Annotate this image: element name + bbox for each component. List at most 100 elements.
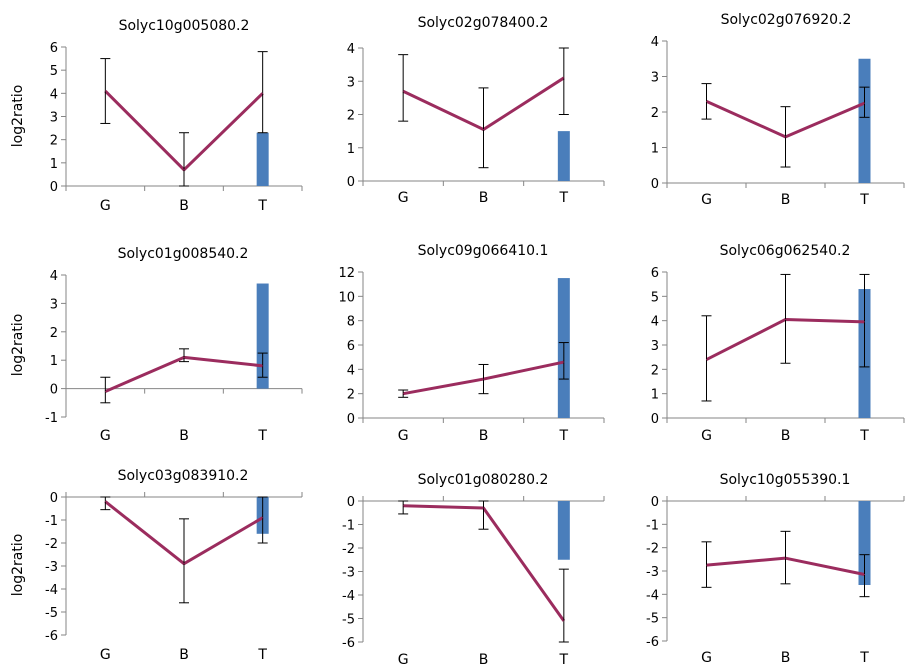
chart-panel-8: Solyc01g080280.2 0 -1 -2 -3 -4 -5 -6 G B T [342, 472, 605, 668]
error-bar [780, 273, 791, 364]
error-bar [558, 342, 569, 380]
y-tick-label: -2 [646, 542, 659, 557]
x-tick-label: G [398, 190, 409, 206]
x-tick-label: B [479, 428, 489, 444]
y-tick-label: 6 [50, 41, 58, 56]
chart-panel-1: Solyc10g005080.2 log2ratio 0 1 2 3 4 5 6 G B T [10, 18, 303, 214]
y-tick-label: -5 [342, 613, 355, 628]
y-tick-label: 0 [347, 495, 355, 510]
y-tick-label: -4 [646, 588, 659, 603]
x-tick-label: T [559, 428, 569, 444]
x-tick-label: T [559, 190, 569, 206]
data-point [183, 356, 185, 358]
y-tick-label: 1 [651, 388, 659, 403]
y-tick-label: 5 [651, 290, 659, 305]
y-tick-label: 2 [50, 326, 58, 341]
error-bar [398, 500, 409, 515]
x-tick-label: B [179, 198, 189, 214]
data-point [402, 505, 404, 507]
y-tick-label: 2 [50, 134, 58, 149]
y-tick-label: 0 [651, 495, 659, 510]
error-bar [257, 51, 268, 134]
y-tick-label: -5 [45, 606, 58, 621]
x-tick-label: T [257, 428, 267, 444]
data-point [483, 378, 484, 380]
x-tick-label: T [257, 198, 267, 214]
x-tick-label: B [781, 192, 791, 208]
chart-panel-2: Solyc02g078400.2 0 1 2 3 4 G B T [347, 15, 605, 206]
error-bar [558, 568, 569, 643]
data-point [104, 501, 106, 503]
data-point [183, 169, 185, 171]
data-point [864, 321, 865, 323]
y-tick-label: 3 [651, 339, 659, 354]
y-tick-label: 4 [50, 269, 58, 284]
data-point [104, 390, 106, 392]
y-tick-label: -1 [646, 518, 659, 533]
y-tick-label: -1 [342, 519, 355, 534]
data-point [706, 100, 707, 102]
chart-title: Solyc09g066410.1 [418, 243, 549, 259]
y-tick-label: 4 [50, 87, 58, 102]
chart-panel-7: Solyc03g083910.2 log2ratio 0 -1 -2 -3 -4 -5 -6 G B… [10, 468, 303, 663]
y-tick-label: -3 [342, 566, 355, 581]
chart-title: Solyc10g005080.2 [119, 18, 250, 34]
y-tick-label: 0 [347, 412, 355, 427]
y-tick-label: -5 [646, 612, 659, 627]
y-tick-label: -6 [646, 635, 659, 650]
y-tick-label: 0 [50, 491, 58, 506]
y-tick-label: 0 [50, 180, 58, 195]
y-tick-label: 1 [50, 157, 58, 172]
chart-title: Solyc10g055390.1 [720, 472, 851, 488]
x-tick-label: T [559, 652, 569, 668]
y-tick-label: 3 [651, 71, 659, 86]
chart-panel-4: Solyc01g008540.2 log2ratio -1 0 1 2 3 4 G B T [10, 246, 303, 444]
y-tick-label: 2 [651, 106, 659, 121]
error-bar [478, 87, 489, 169]
y-tick-label: 6 [347, 339, 355, 354]
error-bar [558, 47, 569, 115]
data-point [183, 563, 185, 565]
data-point [785, 136, 786, 138]
x-tick-label: G [100, 647, 111, 663]
x-tick-label: T [859, 650, 869, 666]
x-tick-label: G [701, 192, 712, 208]
y-tick-label: 1 [651, 142, 659, 157]
data-bar [858, 501, 871, 585]
y-tick-label: -6 [45, 629, 58, 644]
x-tick-label: B [781, 428, 791, 444]
error-bar [179, 348, 189, 363]
y-tick-label: -4 [45, 583, 58, 598]
y-tick-label: 2 [651, 363, 659, 378]
data-point [706, 564, 707, 566]
y-tick-label: 0 [651, 177, 659, 192]
y-tick-label: 0 [50, 383, 58, 398]
data-point [104, 90, 106, 92]
y-axis-label: log2ratio [10, 314, 26, 377]
data-bar [256, 132, 269, 186]
x-tick-label: T [859, 428, 869, 444]
x-tick-label: G [100, 428, 111, 444]
chart-panel-6: Solyc06g062540.2 0 1 2 3 4 5 6 G B T [651, 243, 905, 444]
chart-panel-3: Solyc02g076920.2 0 1 2 3 4 G B T [651, 12, 905, 208]
x-tick-label: T [257, 647, 267, 663]
error-bar [859, 86, 870, 118]
data-point [706, 359, 707, 361]
y-tick-label: -3 [45, 560, 58, 575]
y-tick-label: -6 [342, 636, 355, 651]
x-tick-label: B [479, 652, 489, 668]
y-axis-label: log2ratio [10, 534, 26, 597]
data-point [262, 92, 264, 94]
error-bar [257, 352, 268, 378]
error-bar [257, 496, 268, 544]
data-point [563, 620, 565, 622]
data-bar [256, 283, 269, 389]
error-bar [100, 496, 111, 511]
y-tick-label: 4 [347, 363, 355, 378]
error-bar [859, 554, 870, 598]
y-tick-label: 4 [651, 315, 659, 330]
error-bar [179, 518, 189, 604]
data-point [785, 557, 786, 559]
y-tick-label: 2 [347, 109, 355, 124]
